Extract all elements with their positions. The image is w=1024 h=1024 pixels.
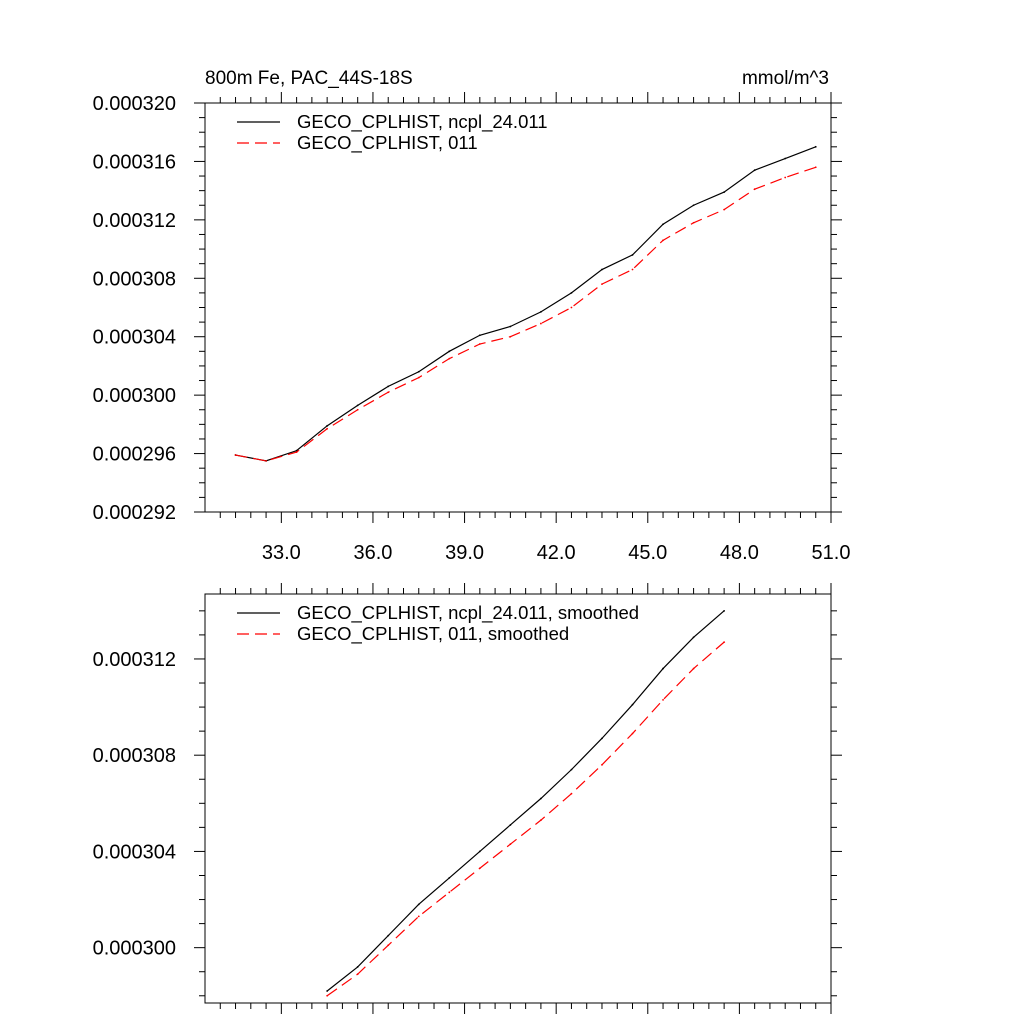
y-tick-label: 0.000312 [93, 210, 176, 232]
data-point [601, 268, 603, 271]
data-point [540, 819, 542, 822]
data-point [387, 385, 390, 388]
legend-label-1: GECO_CPLHIST, ncpl_24.011 [297, 111, 548, 133]
data-point [814, 145, 817, 148]
data-point [570, 768, 573, 771]
data-point [356, 966, 359, 968]
legend-label-1: GECO_CPLHIST, ncpl_24.011, smoothed [297, 602, 639, 624]
series-line-1 [326, 610, 725, 992]
data-point [356, 973, 359, 976]
data-point [448, 891, 451, 894]
data-point [387, 934, 390, 937]
data-point [692, 204, 695, 207]
data-point [326, 990, 329, 992]
data-point [509, 843, 512, 846]
data-point [723, 641, 726, 644]
data-point [326, 424, 329, 427]
data-point [478, 867, 481, 870]
data-point [570, 792, 573, 795]
data-point [417, 903, 420, 906]
data-point [448, 357, 451, 360]
data-point [631, 254, 634, 256]
y-tick-label: 0.000304 [93, 327, 176, 349]
data-point [326, 994, 329, 997]
data-point [692, 667, 695, 670]
y-tick-label: 0.000308 [93, 268, 176, 290]
data-point [723, 191, 726, 194]
top-chart-panel: 33.0 36.0 39.0 42.0 45.0 48.0 51.0 0.000292 0.00… [93, 68, 851, 564]
data-point [601, 737, 603, 740]
data-point [448, 350, 451, 353]
data-point [387, 391, 390, 394]
chart-title: 800m Fe, PAC_44S-18S [205, 68, 413, 89]
data-point [417, 370, 420, 373]
data-point [540, 310, 542, 313]
data-point [601, 763, 603, 766]
data-point [784, 157, 787, 160]
units-label: mmol/m^3 [742, 68, 829, 89]
data-point [417, 915, 420, 918]
data-point [417, 376, 420, 379]
data-point [509, 325, 512, 328]
bottom-chart-panel: 0.000300 0.000304 0.000308 0.000312 GECO_CPL… [93, 583, 842, 1014]
legend-label-2: GECO_CPLHIST, 011, smoothed [297, 623, 569, 645]
data-point [509, 824, 512, 826]
y-tick-label: 0.000296 [93, 444, 176, 466]
data-point [509, 335, 512, 338]
y-tick-label: 0.000292 [93, 502, 176, 524]
data-point [662, 223, 664, 226]
data-point [356, 404, 359, 407]
data-point [234, 454, 237, 456]
data-point [692, 221, 695, 224]
data-point [753, 169, 756, 172]
data-point [387, 944, 390, 947]
data-point [478, 850, 481, 853]
data-point [814, 166, 817, 169]
series-line-2 [235, 166, 816, 462]
data-point [478, 343, 481, 345]
plot-frame [204, 593, 832, 1004]
series-line-1 [235, 146, 816, 462]
data-point [540, 797, 542, 800]
data-point [295, 451, 298, 454]
data-point [448, 876, 451, 879]
data-point [784, 176, 787, 179]
y-tick-label: 0.000300 [93, 938, 176, 960]
x-tick-label: 42.0 [537, 542, 576, 564]
series-line-2 [326, 641, 725, 997]
y-tick-label: 0.000320 [93, 93, 176, 115]
data-point [723, 609, 726, 612]
data-point [265, 459, 267, 462]
data-point [540, 322, 542, 325]
x-tick-label: 36.0 [353, 542, 392, 564]
data-point [570, 291, 573, 294]
x-tick-label: 51.0 [812, 542, 851, 564]
y-tick-label: 0.000308 [93, 745, 176, 767]
y-tick-label: 0.000316 [93, 151, 176, 173]
x-tick-label: 48.0 [720, 542, 759, 564]
x-tick-label: 39.0 [445, 542, 484, 564]
data-point [631, 268, 634, 271]
data-point [662, 239, 664, 242]
data-point [662, 698, 664, 701]
data-point [631, 732, 634, 735]
y-tick-label: 0.000300 [93, 385, 176, 407]
y-tick-label: 0.000312 [93, 649, 176, 671]
data-point [570, 306, 573, 309]
data-point [723, 208, 726, 211]
data-point [356, 408, 359, 411]
data-point [601, 283, 603, 286]
y-tick-label: 0.000304 [93, 841, 176, 863]
data-point [326, 427, 329, 430]
x-tick-label: 45.0 [628, 542, 667, 564]
legend-label-2: GECO_CPLHIST, 011 [297, 132, 478, 154]
data-point [478, 334, 481, 337]
x-tick-label: 33.0 [262, 542, 301, 564]
data-point [631, 703, 634, 706]
data-point [692, 636, 695, 639]
data-point [662, 667, 664, 670]
data-point [753, 188, 756, 191]
